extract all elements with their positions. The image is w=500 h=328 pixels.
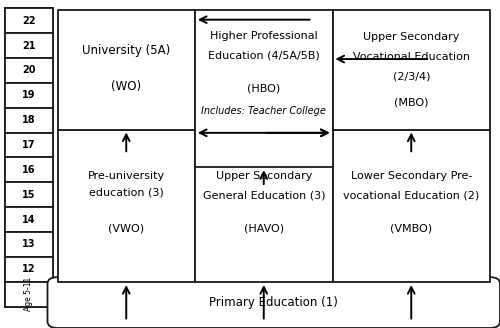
Text: Higher Professional: Higher Professional [210, 31, 318, 41]
Text: Lower Secondary Pre-: Lower Secondary Pre- [350, 171, 472, 181]
Text: Education (4/5A/5B): Education (4/5A/5B) [208, 51, 320, 61]
FancyBboxPatch shape [332, 10, 490, 130]
Text: Includes: Teacher College: Includes: Teacher College [202, 106, 326, 116]
FancyBboxPatch shape [195, 10, 332, 167]
FancyBboxPatch shape [5, 133, 52, 157]
Text: Vocational Education: Vocational Education [353, 51, 470, 62]
FancyBboxPatch shape [58, 10, 195, 130]
Text: Upper Secondary: Upper Secondary [363, 32, 460, 42]
Text: University (5A): University (5A) [82, 44, 170, 56]
Text: 18: 18 [22, 115, 36, 125]
Text: 19: 19 [22, 90, 36, 100]
FancyBboxPatch shape [5, 257, 52, 282]
Text: (MBO): (MBO) [394, 97, 428, 108]
Text: 20: 20 [22, 65, 36, 75]
Text: education (3): education (3) [89, 188, 164, 198]
FancyBboxPatch shape [48, 277, 500, 328]
Text: Pre-university: Pre-university [88, 171, 165, 181]
Text: 16: 16 [22, 165, 36, 175]
FancyBboxPatch shape [195, 130, 332, 282]
Text: 12: 12 [22, 264, 36, 274]
Text: 15: 15 [22, 190, 36, 200]
Text: 22: 22 [22, 16, 36, 26]
Text: 13: 13 [22, 239, 36, 250]
FancyBboxPatch shape [5, 207, 52, 232]
Text: (HAVO): (HAVO) [244, 224, 284, 234]
Text: Primary Education (1): Primary Education (1) [210, 296, 338, 309]
FancyBboxPatch shape [5, 8, 52, 33]
FancyBboxPatch shape [5, 182, 52, 207]
FancyBboxPatch shape [58, 130, 195, 282]
Text: 14: 14 [22, 215, 36, 225]
Text: vocational Education (2): vocational Education (2) [343, 191, 479, 201]
FancyBboxPatch shape [5, 282, 52, 307]
FancyBboxPatch shape [5, 33, 52, 58]
Text: 21: 21 [22, 41, 36, 51]
Text: (HBO): (HBO) [247, 83, 280, 93]
FancyBboxPatch shape [5, 8, 52, 307]
FancyBboxPatch shape [5, 232, 52, 257]
Text: Upper Secondary: Upper Secondary [216, 171, 312, 181]
Text: General Education (3): General Education (3) [202, 191, 325, 201]
Text: (VWO): (VWO) [108, 224, 144, 234]
FancyBboxPatch shape [332, 130, 490, 282]
Text: 17: 17 [22, 140, 36, 150]
Text: (WO): (WO) [111, 80, 142, 92]
FancyBboxPatch shape [5, 58, 52, 83]
FancyBboxPatch shape [5, 157, 52, 182]
FancyBboxPatch shape [5, 108, 52, 133]
Text: (2/3/4): (2/3/4) [392, 71, 430, 81]
FancyBboxPatch shape [5, 83, 52, 108]
Text: Age 5-11: Age 5-11 [24, 277, 33, 311]
Text: (VMBO): (VMBO) [390, 224, 432, 234]
